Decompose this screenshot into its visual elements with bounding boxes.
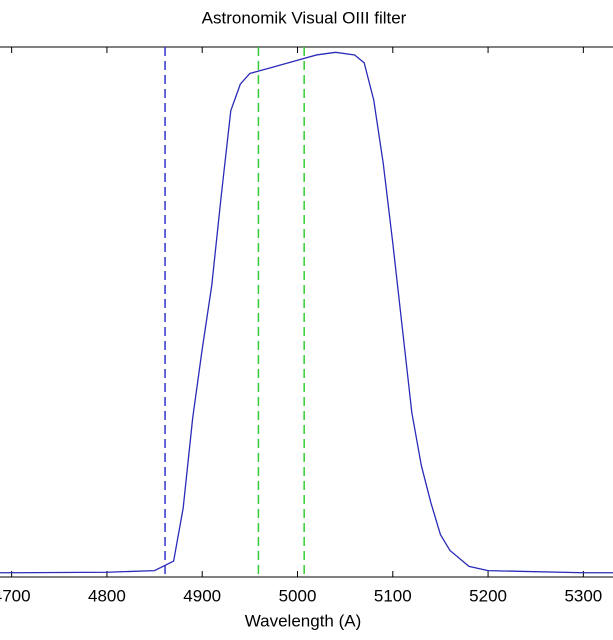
x-tick-label: 4800 (88, 586, 126, 605)
x-tick-label: 5100 (374, 586, 412, 605)
x-tick-label: 5300 (564, 586, 602, 605)
chart-title: Astronomik Visual OIII filter (202, 8, 407, 27)
x-axis-label: Wavelength (A) (245, 611, 362, 630)
x-tick-label: 5000 (279, 586, 317, 605)
data-line (0, 51, 613, 574)
x-tick-label: 4700 (0, 586, 31, 605)
x-tick-label: 5200 (469, 586, 507, 605)
x-tick-label: 4900 (183, 586, 221, 605)
